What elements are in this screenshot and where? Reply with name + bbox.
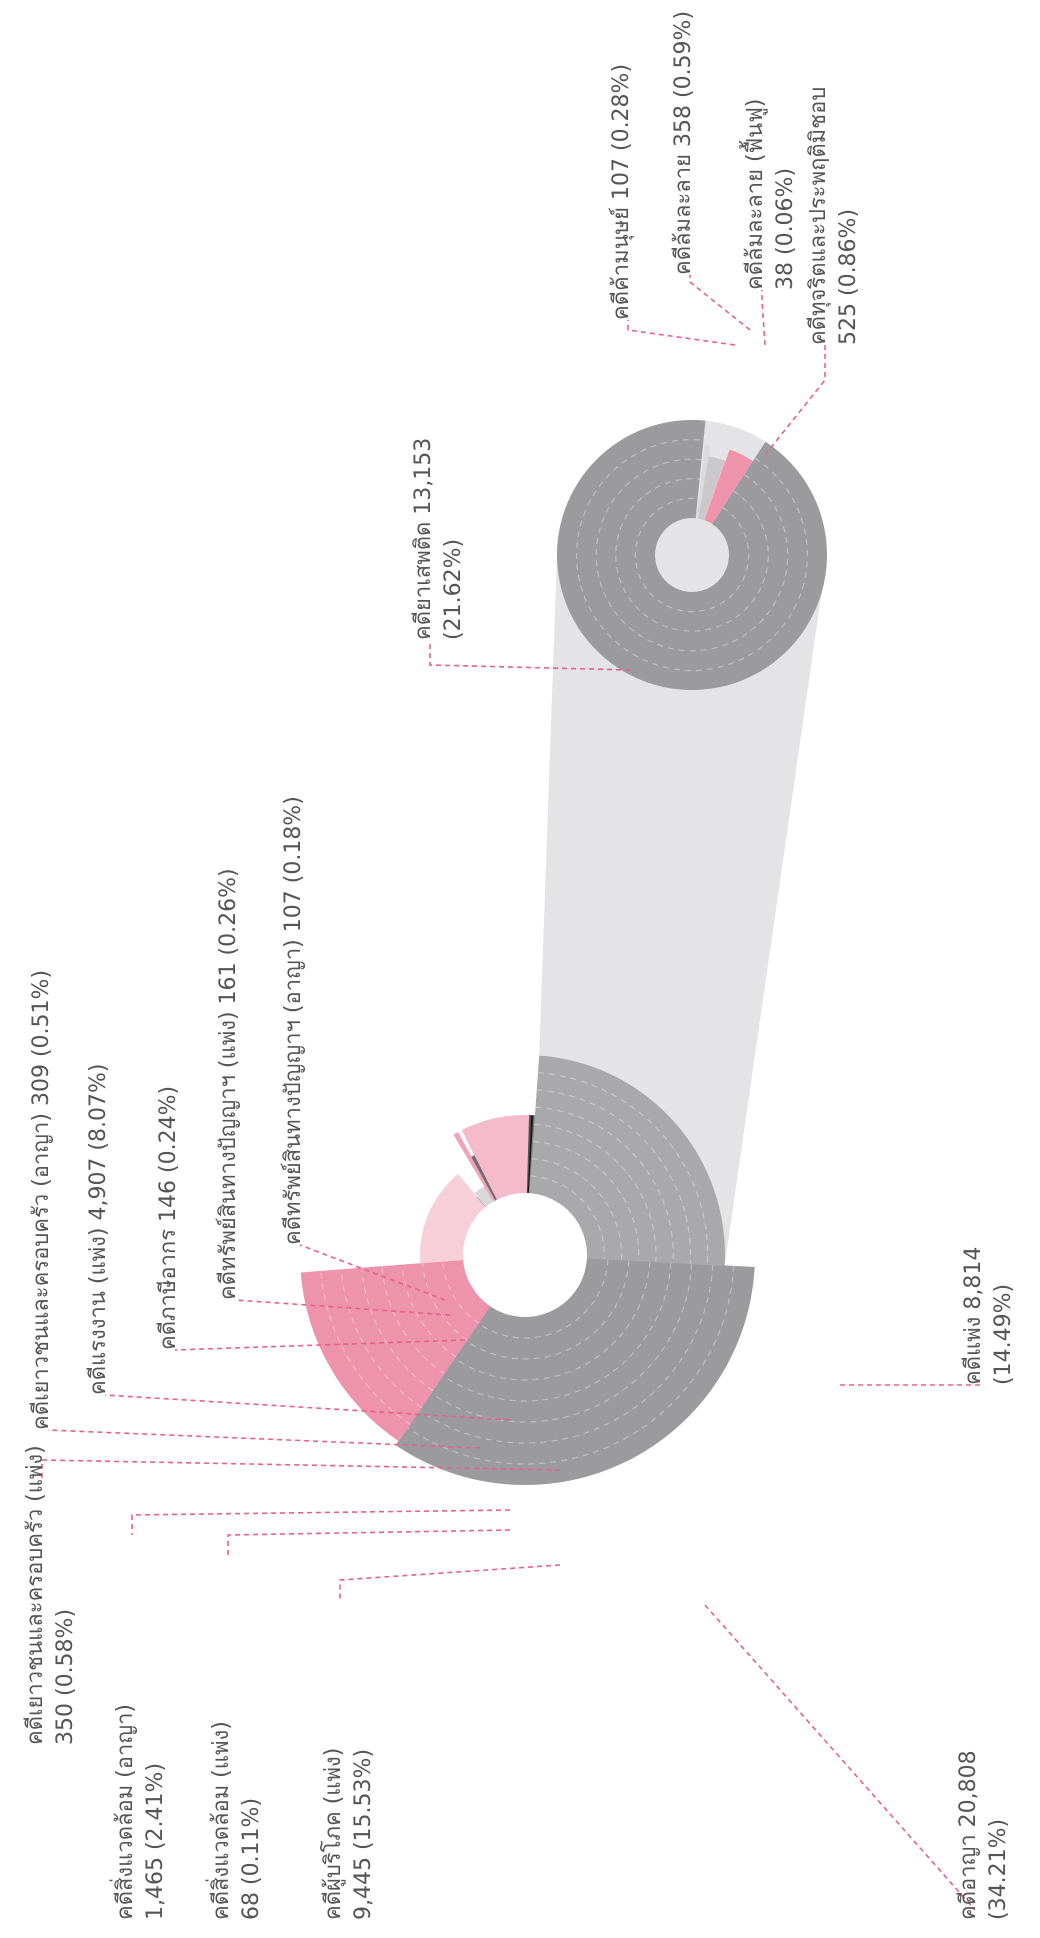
ring-guide <box>320 1271 411 1425</box>
leader-line <box>689 275 751 331</box>
slice-label-line: คดีทุจริตและประพฤติมิชอบ <box>806 87 831 345</box>
main-slice <box>453 1132 496 1202</box>
ring-guide <box>615 478 769 632</box>
slice-label-line: คดียาเสพติด 13,153 <box>411 438 436 640</box>
slice-label-ip-civil: คดีทรัพย์สินทางปัญญาฯ (แพ่ง) 161 (0.26%) <box>216 868 241 1300</box>
slice-label-line: 350 (0.58%) <box>53 1609 78 1745</box>
ring-guide <box>381 1266 445 1375</box>
slice-label-corruption: คดีทุจริตและประพฤติมิชอบ 525 (0.86%) <box>806 87 861 345</box>
slice-label-line: คดีภาษีอากร 146 (0.24%) <box>156 1086 181 1350</box>
main-slice <box>395 1258 755 1485</box>
ring-guide <box>340 1269 423 1409</box>
slice-labels: คดีอาญา 20,808 (34.21%) คดีแพ่ง 8,814 (14.4… <box>23 11 1016 1920</box>
slice-label-line: คดีทรัพย์สินทางปัญญาฯ (อาญา) 107 (0.18%) <box>281 796 306 1245</box>
leader-line <box>429 640 631 671</box>
detail-pie <box>557 419 827 690</box>
ring-guide <box>595 458 789 652</box>
slice-label-line: คดีเยาวชนและครอบครัว (แพ่ง) <box>23 1445 48 1745</box>
slice-label-line: คดีล้มละลาย 358 (0.59%) <box>671 11 696 275</box>
slice-label-line: คดีเยาวชนและครอบครัว (อาญา) 309 (0.51%) <box>29 970 54 1430</box>
slice-label-line: (21.62%) <box>441 539 466 640</box>
main-pie <box>300 1055 755 1485</box>
slice-label-line: 525 (0.86%) <box>836 209 861 345</box>
slice-label-juv-civil: คดีเยาวชนและครอบครัว (แพ่ง) 350 (0.58%) <box>23 1445 78 1745</box>
detail-slice <box>704 449 753 524</box>
slice-label-trafficking: คดีค้ามนุษย์ 107 (0.28%) <box>609 64 634 320</box>
main-slice <box>300 1259 491 1442</box>
slice-label-line: คดีอาญา 20,808 <box>956 1750 981 1920</box>
ring-guide <box>401 1264 457 1358</box>
leader-line <box>104 1394 511 1421</box>
ring-guide <box>576 439 808 671</box>
leader-line <box>47 1429 481 1449</box>
ring-guide <box>478 1259 609 1339</box>
slice-label-line: คดีค้ามนุษย์ 107 (0.28%) <box>609 64 634 320</box>
leader-line <box>704 1604 976 1911</box>
slice-label-line: คดีสิ่งแวดล้อม (แพ่ง) <box>205 1721 234 1920</box>
leader-line <box>339 1564 561 1600</box>
slice-label-line: คดีแพ่ง 8,814 <box>961 1247 986 1385</box>
slice-label-rehab: คดีล้มละลาย (ฟื้นฟู) 38 (0.06%) <box>739 99 798 290</box>
slice-label-criminal: คดีอาญา 20,808 (34.21%) <box>956 1750 1011 1920</box>
slice-label-consumer: คดีผู้บริโภค (แพ่ง) 9,445 (15.53%) <box>320 1748 376 1920</box>
leader-line <box>131 1509 511 1535</box>
ring-guide <box>442 1262 672 1402</box>
slice-label-line: คดีผู้บริโภค (แพ่ง) <box>320 1748 346 1920</box>
slice-label-line: คดีสิ่งแวดล้อม (อาญา) <box>109 1704 138 1920</box>
leader-line <box>764 345 826 456</box>
slice-label-juv-criminal: คดีเยาวชนและครอบครัว (อาญา) 309 (0.51%) <box>29 970 54 1430</box>
leader-line <box>299 1244 446 1301</box>
slice-label-line: (34.21%) <box>986 1819 1011 1920</box>
ring-guide <box>533 1140 640 1261</box>
slice-label-labour: คดีแรงงาน (แพ่ง) 4,907 (8.07%) <box>86 1064 111 1395</box>
leader-line <box>627 320 736 346</box>
ring-guide <box>419 1264 714 1444</box>
slice-label-line: 38 (0.06%) <box>773 168 798 290</box>
ring-guide <box>530 1175 605 1260</box>
ring-guide <box>442 1261 480 1324</box>
detail-slice <box>557 419 827 690</box>
slice-label-line: 68 (0.11%) <box>239 1798 264 1920</box>
slice-label-line: (14.49%) <box>991 1284 1016 1385</box>
detail-slice <box>698 456 725 520</box>
slice-label-env-criminal: คดีสิ่งแวดล้อม (อาญา) 1,465 (2.41%) <box>109 1704 168 1920</box>
main-slice <box>474 1186 494 1207</box>
leader-lines <box>41 275 980 1911</box>
main-slice <box>419 1173 486 1264</box>
slice-label-line: 1,465 (2.41%) <box>143 1763 168 1920</box>
detail-slice <box>696 445 711 519</box>
ring-guide <box>431 1263 693 1423</box>
ring-guide <box>421 1263 468 1341</box>
ring-guide <box>534 1123 657 1262</box>
main-slice <box>461 1114 530 1200</box>
ring-guide <box>466 1260 630 1360</box>
slice-label-civil: คดีแพ่ง 8,814 (14.49%) <box>961 1247 1016 1385</box>
ring-guide <box>536 1089 692 1264</box>
slice-label-tax: คดีภาษีอากร 146 (0.24%) <box>156 1086 181 1350</box>
slice-label-line: คดีทรัพย์สินทางปัญญาฯ (แพ่ง) 161 (0.26%) <box>216 868 241 1300</box>
leader-line <box>227 1529 511 1555</box>
slice-label-ip-criminal: คดีทรัพย์สินทางปัญญาฯ (อาญา) 107 (0.18%) <box>281 796 306 1245</box>
main-slice <box>477 1196 486 1208</box>
leader-line <box>41 1459 561 1480</box>
slice-label-bankruptcy: คดีล้มละลาย 358 (0.59%) <box>671 11 696 275</box>
ring-guide <box>537 1072 709 1265</box>
leader-line <box>174 1339 466 1351</box>
ring-guide <box>535 1106 674 1263</box>
slice-label-line: คดีแรงงาน (แพ่ง) 4,907 (8.07%) <box>86 1064 111 1395</box>
main-slice <box>471 1154 498 1201</box>
ring-guide <box>454 1261 651 1381</box>
slice-label-env-civil: คดีสิ่งแวดล้อม (แพ่ง) 68 (0.11%) <box>205 1721 264 1920</box>
main-slice <box>529 1055 726 1266</box>
ring-guide <box>634 497 750 613</box>
slice-label-line: 9,445 (15.53%) <box>351 1749 376 1920</box>
ring-guide <box>407 1265 735 1465</box>
slice-label-drugs: คดียาเสพติด 13,153 (21.62%) <box>411 438 466 640</box>
leader-line <box>761 290 766 346</box>
detail-slice <box>703 460 726 521</box>
slice-label-line: คดีล้มละลาย (ฟื้นฟู) <box>739 99 768 290</box>
